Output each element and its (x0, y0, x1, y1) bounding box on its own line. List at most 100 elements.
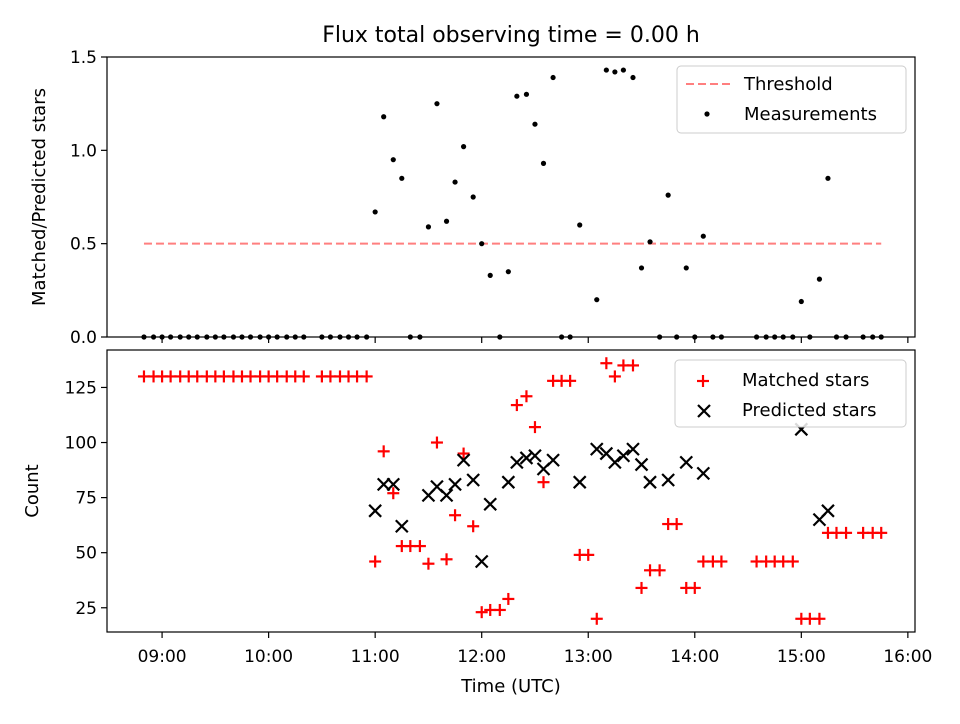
measurements-point (638, 265, 645, 271)
predicted-stars-point (439, 488, 454, 503)
count-marks (137, 357, 888, 625)
legend-matched-swatch (697, 375, 709, 387)
matched-stars-point (387, 487, 400, 500)
measurements-point (825, 175, 831, 181)
predicted-stars-point (696, 466, 711, 481)
matched-stars-point (369, 555, 382, 568)
legend-predicted-label: Predicted stars (742, 400, 876, 421)
measurements-point (612, 69, 618, 75)
legend-threshold-label: Threshold (743, 74, 833, 95)
measurements-point (470, 194, 476, 200)
predicted-stars-point (661, 473, 675, 487)
measurements-point (460, 144, 467, 150)
predicted-stars-point (608, 455, 622, 470)
measurements-point (381, 114, 387, 120)
ratio-panel: Flux total observing time = 0.00 h Match… (29, 23, 916, 348)
matched-stars-point (813, 612, 826, 625)
matched-stars-point (502, 592, 515, 605)
count-axes-frame (106, 349, 916, 633)
predicted-stars-point (448, 477, 462, 492)
count-y-tick-label: 50 (75, 544, 97, 564)
predicted-stars-point (546, 453, 560, 467)
legend-predicted-swatch (697, 404, 711, 418)
count-ticks: 25 50 75 100 125 09:00 10:00 11:00 12:00 13:00 14:… (65, 378, 933, 667)
y-axis-label-count: Count (22, 464, 43, 517)
matched-stars-point (786, 555, 799, 568)
legend-measurements-label: Measurements (744, 104, 877, 125)
matched-stars-point (875, 526, 888, 539)
count-legend: Matched stars Predicted stars (674, 359, 907, 428)
chart-title: Flux total observing time = 0.00 h (322, 23, 700, 48)
predicted-stars-point (376, 477, 391, 492)
measurements-point (487, 272, 493, 278)
measurements-point (452, 179, 458, 185)
measurements-point (390, 157, 396, 163)
matched-stars-point (537, 476, 550, 489)
x-tick-label: 16:00 (883, 647, 932, 667)
ratio-ticks: 0.0 0.5 1.0 1.5 (70, 48, 909, 348)
ratio-legend: Threshold Measurements (676, 65, 907, 134)
predicted-stars-point (483, 497, 498, 511)
legend-matched-label: Matched stars (742, 370, 869, 391)
matched-stars-point (457, 447, 470, 460)
predicted-stars-point (510, 455, 524, 470)
measurements-point (630, 74, 636, 81)
matched-stars-point (608, 370, 621, 383)
ratio-axes-frame (106, 56, 916, 338)
predicted-stars-point (679, 455, 694, 470)
legend-measurements-swatch (704, 111, 710, 117)
matched-stars-point (653, 564, 666, 577)
measurements-point (372, 209, 378, 215)
matched-stars-point (297, 370, 310, 383)
predicted-stars-point (474, 554, 489, 569)
measurements-point (620, 67, 626, 73)
predicted-stars-point (368, 504, 382, 518)
matched-stars-point (413, 540, 426, 553)
matched-stars-point (582, 548, 595, 561)
measurements-point (540, 160, 547, 166)
predicted-stars-point (589, 442, 604, 456)
x-axis-label: Time (UTC) (460, 676, 561, 697)
ratio-y-tick-label: 0.5 (70, 235, 97, 255)
measurements-point (514, 93, 520, 99)
matched-stars-point (360, 370, 373, 383)
matched-stars-point (493, 603, 506, 616)
matched-stars-point (510, 399, 523, 412)
ratio-y-tick-label: 1.0 (70, 141, 97, 161)
matched-stars-point (564, 374, 577, 387)
matched-stars-point (520, 390, 533, 403)
count-panel: Count Time (UTC) 25 50 75 100 125 09:00 10:00 1… (22, 349, 933, 697)
measurements-point (434, 101, 440, 107)
measurements-point (647, 239, 653, 245)
predicted-stars-point (643, 475, 657, 489)
matched-stars-point (688, 581, 701, 594)
matched-stars-point (840, 526, 853, 539)
measurements-point (443, 218, 450, 224)
matched-stars-point (626, 359, 639, 372)
matched-stars-point (635, 581, 648, 594)
predicted-stars-point (456, 453, 471, 467)
measurements-point (523, 91, 530, 97)
measurements-point (550, 74, 556, 81)
measurements-point (505, 269, 511, 275)
x-tick-label: 10:00 (244, 647, 293, 667)
count-y-tick-label: 25 (75, 599, 97, 619)
predicted-stars-point (626, 442, 640, 456)
measurements-point (603, 67, 609, 73)
predicted-stars-point (616, 448, 631, 463)
count-y-tick-label: 75 (75, 489, 97, 509)
y-axis-label-ratio: Matched/Predicted stars (29, 88, 50, 306)
predicted-stars-point (634, 457, 649, 472)
measurements-point (479, 241, 485, 247)
count-legend-frame (674, 359, 907, 428)
matched-stars-point (670, 518, 683, 531)
x-tick-label: 11:00 (351, 647, 400, 667)
ratio-y-tick-label: 1.5 (70, 48, 97, 68)
matched-stars-point (475, 606, 488, 619)
x-tick-label: 12:00 (457, 647, 506, 667)
predicted-stars-point (528, 448, 542, 463)
predicted-stars-point (466, 473, 480, 487)
matched-stars-point (449, 509, 462, 522)
